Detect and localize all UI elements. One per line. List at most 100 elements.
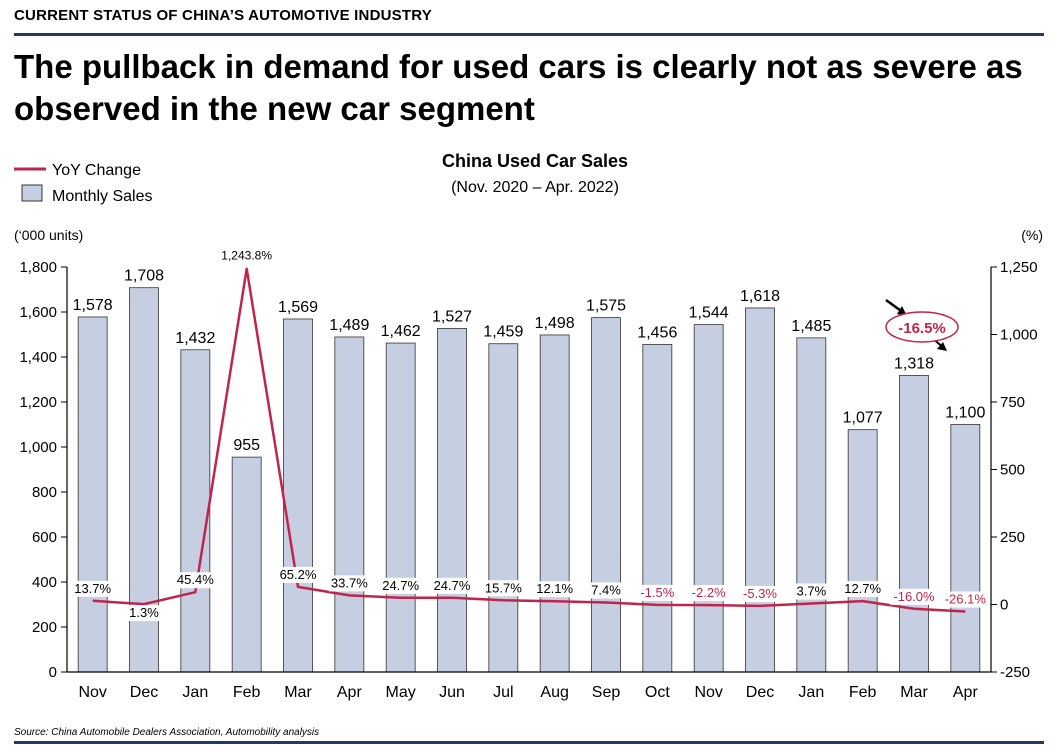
sales-bar [950,424,981,673]
yoy-value-label: 12.1% [536,581,573,596]
yoy-label-background [329,575,370,592]
sales-bar [796,337,827,673]
sales-value-label: 1,498 [535,315,575,332]
sales-bar [488,343,519,673]
yoy-value-label: 33.7% [331,575,368,590]
yoy-label-background [794,583,828,600]
x-axis-category-label: Feb [233,684,261,701]
left-axis-label: (‘000 units) [14,227,83,243]
yoy-value-label: 15.7% [485,580,522,595]
sales-value-label: 1,456 [637,324,677,341]
yoy-label-background [941,591,990,608]
yoy-label-background [739,585,781,602]
yoy-label-background [483,580,524,597]
right-axis-tick-label: 0 [1000,597,1008,614]
sales-bar [334,336,365,673]
sales-bar [283,318,313,673]
sales-value-label: 1,462 [381,323,421,340]
sales-bar [385,342,416,673]
right-axis-label: (%) [1021,227,1043,243]
sales-bar [693,324,724,673]
x-axis-category-label: May [386,684,416,701]
sales-value-label: 1,100 [945,405,985,422]
x-axis-category-label: Apr [953,684,979,701]
sales-value-label: 1,544 [689,305,729,322]
yoy-value-label: -1.5% [640,585,674,600]
right-axis-tick-label: -250 [1000,664,1030,681]
section-label: CURRENT STATUS OF CHINA’S AUTOMOTIVE IND… [14,7,432,24]
sales-value-label: 1,708 [124,268,164,285]
yoy-value-label: 7.4% [591,583,621,598]
yoy-value-label: 45.4% [177,572,214,587]
yoy-label-background [431,577,473,594]
chart-title: China Used Car Sales [442,151,628,171]
yoy-label-background [688,585,729,602]
left-axis-tick-label: 600 [32,529,57,546]
legend-bar-swatch [21,184,43,202]
sales-bar [539,334,570,673]
sales-value-label: 955 [233,437,260,454]
right-axis-tick-label: 500 [1000,462,1025,479]
annotation-label: -16.5% [898,320,946,337]
yoy-value-label: 1,243.8% [221,249,272,263]
right-axis-tick-label: 1,250 [1000,259,1038,276]
bottom-rule [14,741,1044,744]
sales-value-label: 1,459 [483,324,523,341]
x-axis-category-label: Nov [78,684,106,701]
x-axis-category-label: Apr [337,684,363,701]
left-axis-tick-label: 200 [32,619,57,636]
left-axis-tick-label: 1,400 [19,349,57,366]
x-axis-category-label: Jul [493,684,513,701]
yoy-label-background [637,584,678,601]
right-axis-tick-label: 750 [1000,394,1025,411]
top-rule [14,33,1044,36]
yoy-value-label: 1.3% [129,605,159,620]
x-axis-category-label: Dec [130,684,158,701]
left-axis-tick-label: 1,800 [19,259,57,276]
legend-label-yoy: YoY Change [52,162,141,179]
x-axis-category-label: Jun [439,684,465,701]
sales-bar [847,429,878,673]
x-axis-category-label: Jan [182,684,208,701]
left-axis-tick-label: 0 [49,664,57,681]
sales-bar [642,343,673,673]
headline: The pullback in demand for used cars is … [14,48,1023,127]
legend-label-sales: Monthly Sales [52,188,153,205]
sales-value-label: 1,485 [791,318,831,335]
yoy-label-background [72,580,113,597]
yoy-value-label: 24.7% [434,578,471,593]
yoy-value-label: -5.3% [743,586,777,601]
legend: YoY Change Monthly Sales [14,162,153,205]
x-axis-category-label: Sep [592,684,621,701]
yoy-label-background [127,605,161,622]
left-axis-tick-label: 1,200 [19,394,57,411]
yoy-label-background [589,582,623,599]
yoy-value-label: 3.7% [797,584,827,599]
x-axis-category-label: Mar [284,684,312,701]
left-axis-tick-label: 1,000 [19,439,57,456]
x-axis-category-label: Dec [746,684,774,701]
yoy-value-label: 12.7% [844,581,881,596]
sales-bar [77,316,108,673]
yoy-label-background [890,588,938,605]
sales-value-label: 1,575 [586,298,626,315]
yoy-value-label: 24.7% [382,578,419,593]
x-axis-category-label: Aug [540,684,568,701]
sales-value-label: 1,489 [329,317,369,334]
sales-value-label: 1,318 [894,355,934,372]
yoy-value-label: 65.2% [280,567,317,582]
sales-bar [899,375,929,673]
left-axis-tick-label: 1,600 [19,304,57,321]
yoy-label-background [534,581,575,598]
sales-bar [591,317,621,673]
source-note: Source: China Automobile Dealers Associa… [14,727,320,738]
sales-bar [437,328,467,673]
yoy-value-label: -2.2% [692,585,726,600]
sales-value-label: 1,077 [843,410,883,427]
yoy-value-label: 13.7% [74,581,111,596]
sales-bar [745,307,775,673]
left-axis-tick-label: 800 [32,484,57,501]
x-axis-category-label: Nov [694,684,722,701]
x-axis-category-label: Jan [798,684,824,701]
